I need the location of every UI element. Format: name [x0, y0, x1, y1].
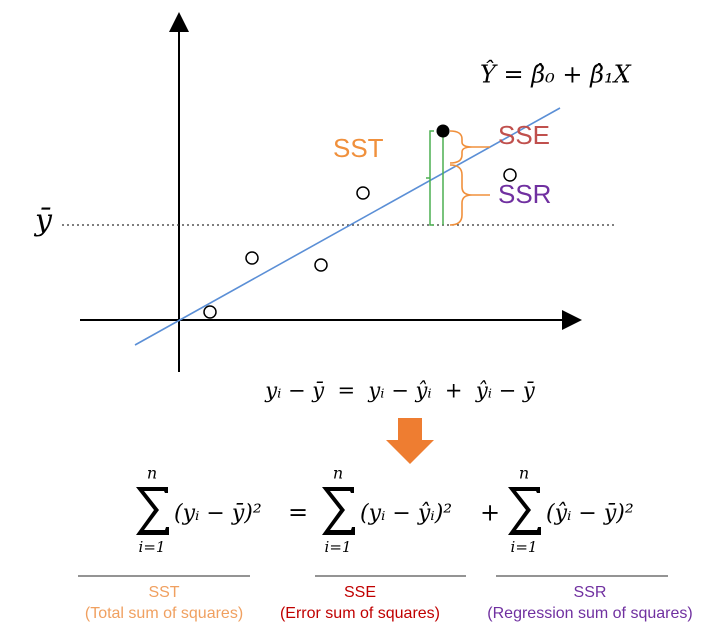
- sum-body: (yᵢ − ŷᵢ)²: [360, 501, 452, 526]
- operator: =: [288, 499, 308, 527]
- point: [503, 168, 517, 182]
- point: [356, 186, 370, 200]
- sum-body: (ŷᵢ − ȳ)²: [546, 501, 634, 526]
- ssr-label: SSR: [498, 179, 551, 209]
- sum-upper: n: [147, 464, 157, 483]
- down-arrow: [386, 418, 434, 464]
- sigma: [136, 487, 169, 535]
- sum-upper: n: [519, 464, 529, 483]
- points: [203, 168, 517, 319]
- sigma: [322, 487, 355, 535]
- sse-abbr: SSE: [344, 584, 376, 601]
- highlight-point: [436, 124, 450, 138]
- sst-abbr: SST: [148, 584, 179, 601]
- point: [245, 251, 259, 265]
- line-equation: Ŷ = β̂₀ + β̂₁X: [480, 60, 632, 89]
- operator: +: [480, 499, 500, 527]
- sse-full: (Error sum of squares): [280, 605, 440, 622]
- ssr-abbr: SSR: [574, 584, 607, 601]
- sigma: [508, 487, 541, 535]
- sum-lower: i=1: [139, 538, 166, 556]
- ssr-brace: [449, 164, 473, 226]
- point: [203, 305, 217, 319]
- sum-lower: i=1: [325, 538, 352, 556]
- sum-lower: i=1: [511, 538, 538, 556]
- point: [314, 258, 328, 272]
- sum-upper: n: [333, 464, 343, 483]
- sum-formula: n i=1 (yᵢ − ȳ)² n i=1 (yᵢ − ŷᵢ)² n i=1 (ŷᵢ − ȳ)²…: [136, 464, 634, 556]
- sum-body: (yᵢ − ȳ)²: [174, 501, 262, 526]
- decomposition: yᵢ − ȳ = yᵢ − ŷᵢ + ŷᵢ − ȳ: [264, 379, 536, 403]
- sst-label: SST: [333, 133, 384, 163]
- sse-label: SSE: [498, 120, 550, 150]
- ssr-full: (Regression sum of squares): [487, 605, 692, 622]
- ybar-label: ȳ: [33, 203, 53, 238]
- sst-full: (Total sum of squares): [85, 605, 243, 622]
